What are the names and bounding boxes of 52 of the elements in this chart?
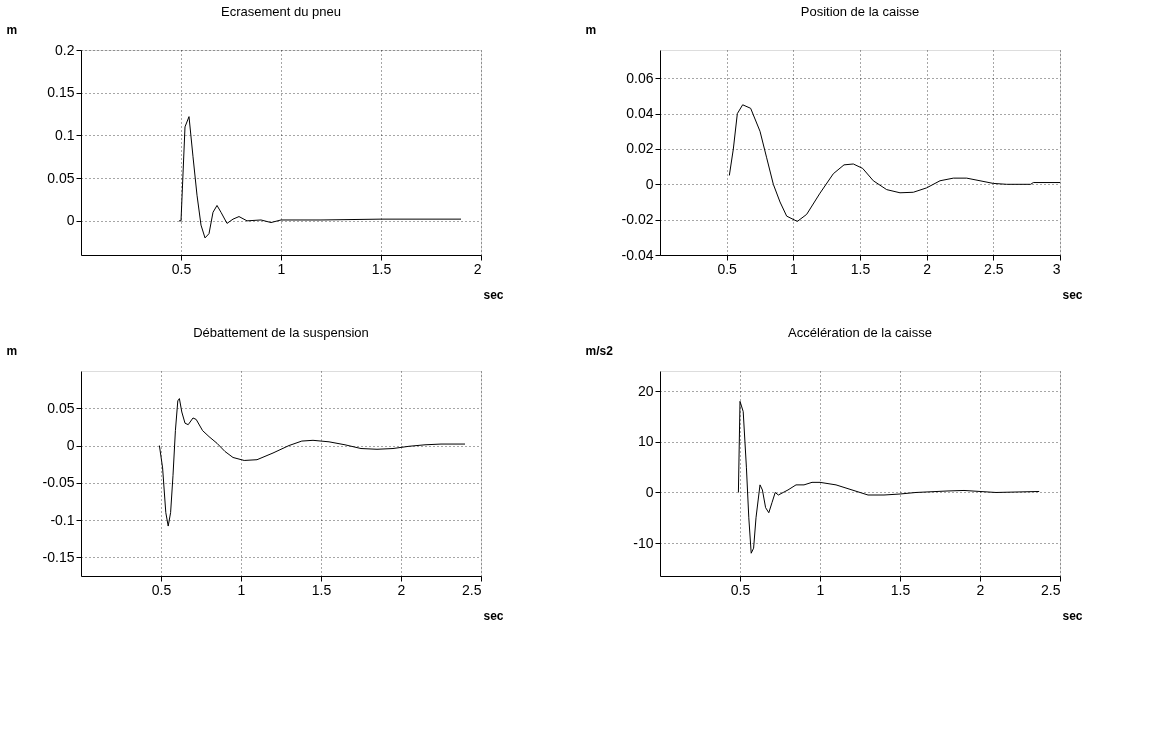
- x-tick-label: 1.5: [311, 581, 332, 598]
- y-tick-label: 0.05: [47, 399, 75, 416]
- y-tick-label: -0.04: [621, 246, 654, 263]
- y-tick-label: 0: [66, 212, 75, 229]
- y-tick-label: -0.02: [621, 211, 654, 228]
- y-tick-label: -0.15: [42, 548, 75, 565]
- x-tick-label: 0.5: [717, 260, 738, 277]
- x-tick-label: 2.5: [1041, 581, 1061, 598]
- x-tick-label: 2: [473, 260, 482, 277]
- x-tick-label: 1.5: [371, 260, 392, 277]
- x-tick-label: 2.5: [462, 581, 482, 598]
- x-tick-label: 1.5: [890, 581, 911, 598]
- y-tick-label: 0.02: [626, 140, 654, 157]
- x-axis-title: sec: [1062, 608, 1083, 623]
- x-tick-label: 1: [816, 581, 825, 598]
- x-tick-label: 0.5: [171, 260, 192, 277]
- y-tick-label: 0: [645, 483, 654, 500]
- y-tick-label: 0.05: [47, 169, 75, 186]
- chart-title: Ecrasement du pneu: [221, 4, 341, 19]
- x-tick-label: 2: [976, 581, 985, 598]
- y-tick-label: 0: [66, 437, 75, 454]
- y-axis-title: m/s2: [585, 343, 614, 358]
- y-tick-label: -0.1: [50, 511, 75, 528]
- x-tick-label: 1: [237, 581, 246, 598]
- y-axis-title: m: [6, 343, 18, 358]
- chart-title: Accélération de la caisse: [788, 325, 932, 340]
- x-tick-label: 0.5: [730, 581, 751, 598]
- x-axis-title: sec: [483, 287, 504, 302]
- y-tick-label: -10: [633, 534, 654, 551]
- x-tick-label: 0.5: [151, 581, 172, 598]
- x-tick-label: 3: [1052, 260, 1061, 277]
- x-tick-label: 1: [277, 260, 286, 277]
- chart-title: Débattement de la suspension: [193, 325, 369, 340]
- x-tick-label: 2.5: [984, 260, 1004, 277]
- x-tick-label: 1: [789, 260, 798, 277]
- x-tick-label: 2: [923, 260, 932, 277]
- y-axis-title: m: [585, 22, 597, 37]
- y-tick-label: 10: [637, 433, 654, 450]
- y-tick-label: 0.1: [55, 126, 75, 143]
- x-tick-label: 1.5: [850, 260, 871, 277]
- y-tick-label: 0.15: [47, 84, 75, 101]
- x-axis-title: sec: [483, 608, 504, 623]
- y-tick-label: -0.05: [42, 474, 75, 491]
- x-axis-title: sec: [1062, 287, 1083, 302]
- y-tick-label: 0.06: [626, 69, 654, 86]
- y-axis-title: m: [6, 22, 18, 37]
- y-tick-label: 0.2: [55, 41, 75, 58]
- x-tick-label: 2: [397, 581, 406, 598]
- chart-title: Position de la caisse: [800, 4, 920, 19]
- y-tick-label: 0.04: [626, 105, 654, 122]
- y-tick-label: 0: [645, 175, 654, 192]
- y-tick-label: 20: [637, 382, 654, 399]
